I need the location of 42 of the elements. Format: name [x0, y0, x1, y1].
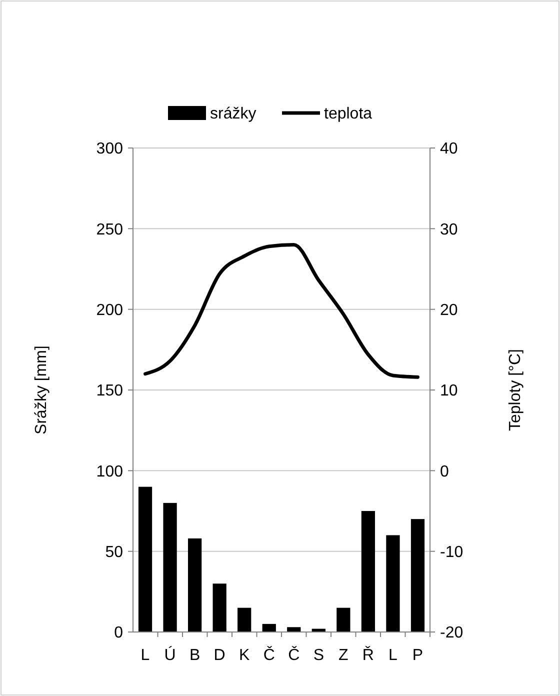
bar [238, 608, 252, 632]
x-tick-label: L [140, 647, 150, 664]
x-tick-label: Č [263, 646, 275, 664]
x-tick-label: K [239, 647, 250, 664]
y2-axis-title: Teploty [°C] [507, 349, 524, 431]
y2-tick-label: -20 [440, 624, 464, 642]
y2-tick-label: -10 [440, 544, 464, 561]
y-tick-label: 50 [105, 544, 124, 561]
y2-tick-label: 40 [440, 140, 458, 158]
bar [188, 538, 202, 632]
y-tick-label: 0 [114, 624, 124, 642]
bar [262, 624, 276, 632]
x-tick-label: Č [288, 646, 300, 664]
bar [410, 519, 425, 632]
bar [163, 502, 177, 632]
legend-label: srážky [210, 106, 256, 123]
y2-tick-label: 30 [440, 221, 458, 238]
y-axis-title: Srážky [mm] [33, 346, 50, 434]
y-tick-label: 200 [96, 302, 124, 319]
y2-tick-label: 20 [440, 302, 458, 319]
y-tick-label: 100 [96, 463, 124, 480]
bar [386, 535, 400, 632]
bar [212, 584, 226, 632]
x-tick-label: L [388, 647, 398, 664]
x-tick-label: Ř [362, 646, 374, 664]
x-tick-label: B [189, 647, 200, 664]
y-tick-label: 150 [96, 382, 124, 400]
x-tick-label: Z [338, 647, 349, 664]
x-tick-label: D [214, 647, 226, 664]
legend-label: teplota [324, 106, 372, 123]
bar [336, 608, 350, 632]
bar [138, 486, 152, 632]
bar [361, 511, 376, 632]
y2-tick-label: 0 [440, 463, 449, 480]
y2-tick-label: 10 [440, 382, 458, 400]
y-tick-label: 250 [96, 221, 124, 238]
x-tick-label: Ú [164, 646, 176, 664]
line-series [144, 243, 420, 379]
x-tick-label: P [412, 647, 424, 664]
y-tick-label: 300 [96, 140, 124, 158]
x-tick-label: S [313, 647, 324, 664]
bar [287, 627, 301, 632]
